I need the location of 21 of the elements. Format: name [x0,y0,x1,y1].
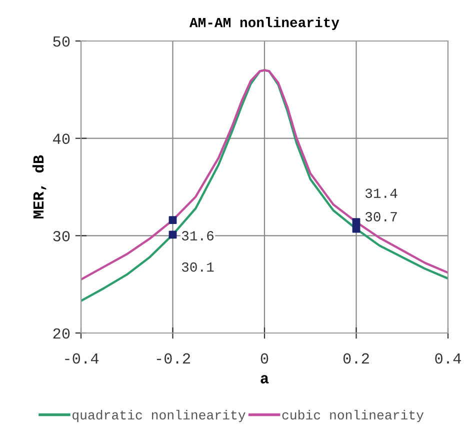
y-tick-label: 50 [53,36,70,47]
legend-label: cubic nonlinearity [282,410,424,422]
x-tick-label: -0.4 [65,353,99,364]
x-tick-label: 0 [260,353,268,364]
y-tick-label: 20 [53,328,70,339]
y-tick-label: 40 [53,134,70,144]
data-label: 31.4 [365,188,398,198]
y-tick-label: 30 [53,230,70,242]
chart-title: AM-AM nonlinearity [189,17,340,30]
x-axis-title: a [260,375,269,384]
point [168,216,177,224]
x-tick-label: 0.2 [343,353,369,364]
data-label: 30.7 [365,212,397,222]
data-label: 31.6 [182,231,214,240]
x-tick-label: -0.2 [156,353,190,364]
point [352,224,360,233]
point [168,230,177,239]
y-axis-title: MER, dB [32,155,46,218]
data-label: 30.1 [182,262,214,272]
legend-label: quadratic nonlinearity [72,410,246,422]
x-tick-label: 0.4 [435,353,461,364]
